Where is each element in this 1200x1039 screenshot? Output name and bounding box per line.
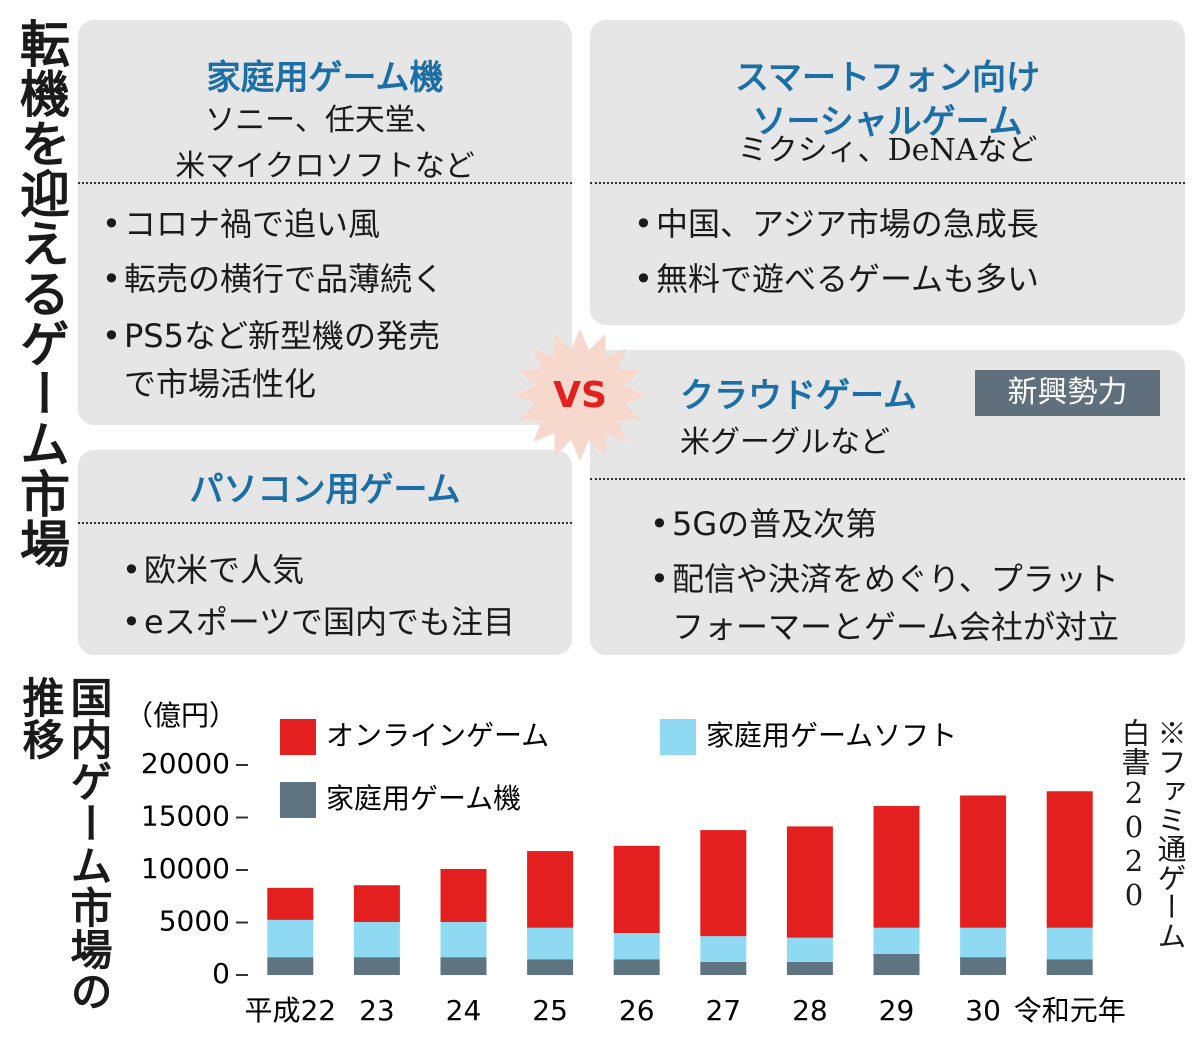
- bar-segment: [960, 927, 1007, 958]
- y-tick-label: 10000: [141, 852, 230, 885]
- panel: 家庭用ゲーム機ソニー、任天堂、米マイクロソフトなどコロナ禍で追い風転売の横行で品…: [78, 20, 572, 425]
- bullet-point: 中国、アジア市場の急成長: [634, 200, 1039, 248]
- panel: スマートフォン向けソーシャルゲームミクシィ、DeNAなど中国、アジア市場の急成長…: [590, 20, 1185, 325]
- y-tick-label: 5000: [159, 905, 230, 938]
- x-tick-label: 30: [965, 994, 1001, 1027]
- bar-segment: [700, 936, 747, 962]
- bullet-point: eスポーツで国内でも注目: [122, 598, 515, 646]
- divider: [78, 182, 572, 184]
- bar-segment: [873, 954, 920, 975]
- x-tick-label: 27: [705, 994, 741, 1027]
- bullet-point: で市場活性化: [124, 365, 317, 403]
- bar-segment: [440, 868, 487, 922]
- company-line: 米マイクロソフトなど: [175, 149, 475, 184]
- legend-swatch: [660, 719, 696, 755]
- bar-segment: [1046, 927, 1093, 960]
- bar-segment: [353, 921, 400, 958]
- legend-label: 家庭用ゲームソフト: [706, 719, 957, 752]
- bar-segment: [700, 961, 747, 975]
- vs-badge: VS: [553, 375, 607, 416]
- x-tick-label: 26: [619, 994, 655, 1027]
- legend-swatch: [280, 719, 316, 755]
- panel-heading: ソーシャルゲーム: [752, 102, 1023, 142]
- bar-segment: [527, 927, 574, 960]
- bar-segment: [267, 887, 314, 920]
- x-tick-label: 23: [359, 994, 395, 1027]
- x-tick-label: 24: [446, 994, 482, 1027]
- panel-heading: パソコン用ゲーム: [189, 470, 461, 510]
- bar-segment: [613, 845, 660, 933]
- bar-segment: [700, 830, 747, 937]
- divider: [590, 182, 1185, 184]
- bar-segment: [1046, 959, 1093, 975]
- bar-segment: [1046, 791, 1093, 928]
- divider: [590, 478, 1185, 480]
- bar-segment: [873, 927, 920, 954]
- tag: 新興勢力: [975, 370, 1160, 416]
- bar-segment: [613, 959, 660, 975]
- bar-segment: [873, 805, 920, 928]
- panel: パソコン用ゲーム欧米で人気eスポーツで国内でも注目: [78, 450, 572, 655]
- x-tick-label: 令和元年: [1014, 994, 1126, 1027]
- bullet-point: PS5など新型機の発売: [102, 312, 440, 360]
- bullet-point: 5Gの普及次第: [650, 500, 877, 548]
- bar-segment: [527, 851, 574, 928]
- bullet-point: 無料で遊べるゲームも多い: [634, 255, 1039, 303]
- bar-segment: [267, 957, 314, 975]
- y-tick-label: 20000: [141, 747, 230, 780]
- bar-segment: [786, 937, 833, 962]
- vs-burst: [514, 329, 646, 461]
- bullet-point: 欧米で人気: [122, 546, 304, 594]
- x-tick-label: 29: [879, 994, 915, 1027]
- bar-segment: [353, 957, 400, 975]
- panel-heading: クラウドゲーム: [680, 376, 917, 416]
- y-tick-label: 15000: [141, 800, 230, 833]
- chart-title: 国内ゲーム市場の推移: [16, 676, 113, 1012]
- bullet-point: フォーマーとゲーム会社が対立: [672, 608, 1120, 646]
- bar-segment: [613, 933, 660, 960]
- bullet-point: コロナ禍で追い風: [102, 200, 380, 248]
- x-tick-label: 28: [792, 994, 828, 1027]
- source-note: ※ファミ通ゲーム白書2020: [1117, 718, 1187, 950]
- bar-segment: [786, 826, 833, 938]
- x-tick-label: 平成22: [244, 994, 336, 1027]
- bar-segment: [960, 795, 1007, 928]
- bar-segment: [440, 957, 487, 975]
- company-line: 米グーグルなど: [680, 425, 890, 460]
- x-tick-label: 25: [532, 994, 568, 1027]
- panel-heading: 家庭用ゲーム機: [206, 58, 444, 98]
- bar-segment: [267, 919, 314, 958]
- bullet-point: 転売の横行で品薄続く: [102, 255, 444, 303]
- company-line: ミクシィ、DeNAなど: [737, 133, 1038, 168]
- bar-segment: [786, 961, 833, 975]
- legend-label: 家庭用ゲーム機: [326, 782, 521, 815]
- bar-segment: [440, 921, 487, 958]
- panel-heading: スマートフォン向け: [735, 58, 1040, 98]
- divider: [78, 522, 572, 524]
- bar-segment: [527, 959, 574, 975]
- unit-label: （億円）: [125, 699, 237, 732]
- main-title: 転機を迎えるゲーム市場: [12, 18, 70, 568]
- bar-segment: [960, 957, 1007, 975]
- company-line: ソニー、任天堂、: [205, 103, 445, 138]
- legend-label: オンラインゲーム: [326, 719, 549, 752]
- bar-segment: [353, 885, 400, 922]
- y-tick-label: 0: [212, 957, 230, 990]
- legend-swatch: [280, 782, 316, 818]
- bullet-point: 配信や決済をめぐり、プラット: [650, 555, 1119, 603]
